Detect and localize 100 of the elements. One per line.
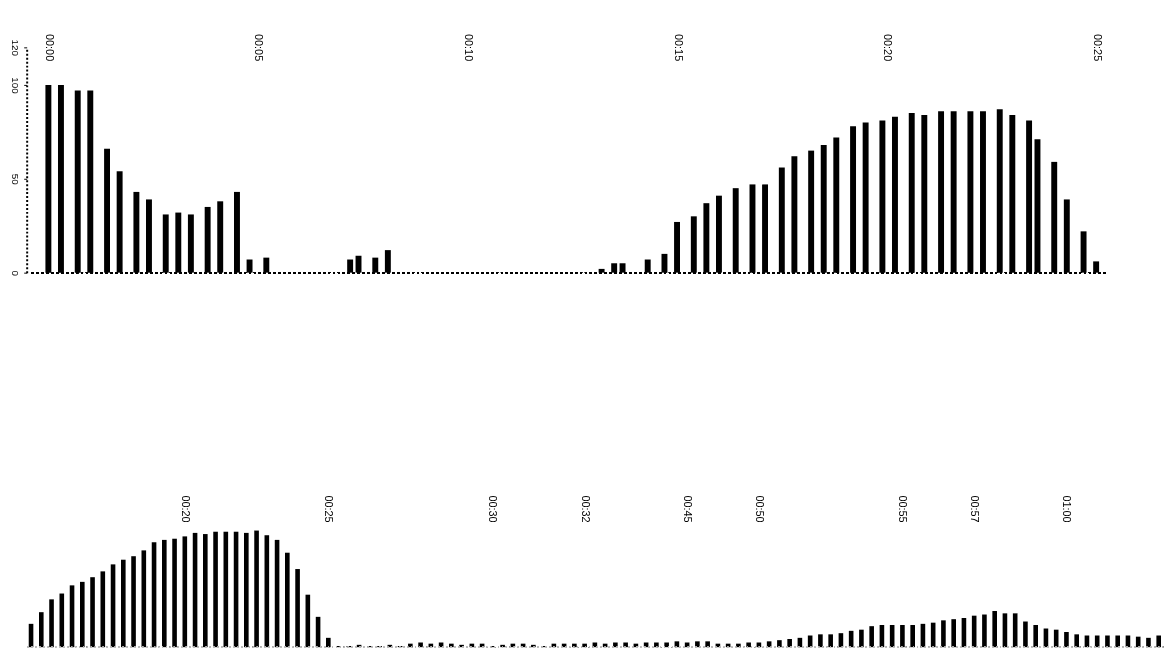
bar [746,642,751,648]
bar [187,214,194,273]
bar [57,84,64,273]
bar [808,150,815,273]
bar [967,111,974,273]
bar [777,640,782,648]
bar [213,531,218,648]
bar [1063,199,1070,273]
bar [592,642,598,648]
bar [1135,636,1141,648]
bar [1156,635,1162,648]
bar [703,203,710,273]
bar [879,120,886,273]
bar [791,156,798,273]
bar [326,637,331,648]
bar [104,148,111,273]
bar [146,199,152,273]
y-tick-label: 120 [10,39,22,57]
bar [950,111,957,273]
bar [1033,625,1038,648]
bar [674,221,680,273]
bar [1105,635,1110,648]
bar [762,184,769,273]
bar [892,116,898,273]
bar [1051,161,1058,273]
bar [175,212,182,273]
bar [582,643,587,648]
x-tick-label: 00:50 [753,495,766,523]
bar [1093,261,1100,273]
bar [908,113,915,273]
bar [828,634,833,648]
bar [449,643,454,648]
bar [133,191,140,273]
bar [1146,637,1151,648]
bar [736,643,741,648]
bar [172,538,177,648]
bar [992,611,997,648]
bar [438,642,444,648]
bar [38,612,44,648]
y-tick-label: 0 [10,270,22,277]
bar [531,644,536,648]
bar [996,109,1003,273]
y-tick-label: 100 [10,77,22,95]
bar [162,539,167,648]
x-tick-label: 00:45 [682,495,695,523]
bar [690,216,697,273]
bar [234,191,240,273]
x-tick-label: 01:00 [1061,495,1074,523]
bar [384,250,391,273]
x-tick-label: 00:25 [323,495,336,523]
bar [1074,634,1079,648]
bar [623,642,628,648]
bar [613,642,618,648]
bar [79,581,85,648]
bar [850,126,857,273]
x-tick-label: 00:30 [487,495,500,523]
bar [418,642,423,648]
bar [285,552,290,648]
bar [715,195,722,273]
bar [654,642,659,648]
bar [684,642,690,648]
bar [500,644,505,648]
bar [295,569,300,648]
x-tick-label: 00:20 [882,34,895,62]
bar [778,167,785,273]
x-tick-label: 00:32 [579,495,592,523]
bar [833,137,840,273]
bar [217,201,224,273]
bar [982,614,987,648]
bar [1064,632,1069,648]
bar [254,530,259,648]
bar [372,257,379,273]
bar [643,642,649,648]
bar [900,625,905,648]
bar [1080,231,1087,273]
bar [74,90,81,273]
bar [1034,139,1041,273]
bar [859,629,864,648]
bar [938,111,945,273]
bar [141,550,147,648]
bar [572,643,577,648]
bar [869,626,874,648]
bar [347,259,354,273]
bar [59,593,65,648]
bar [90,577,95,648]
bar [1023,621,1028,648]
bar [732,188,739,273]
bar [818,634,823,648]
bar [162,214,169,273]
x-tick-label: 00:10 [463,34,476,62]
bar [120,559,126,648]
y-tick-label: 50 [10,173,22,186]
bar [598,268,605,273]
bar [941,620,946,648]
x-tick-label: 00:25 [1091,34,1104,62]
bar [459,644,464,648]
bar [661,253,668,273]
bar [100,571,106,648]
x-tick-label: 00:00 [43,34,56,62]
bar [131,556,136,648]
